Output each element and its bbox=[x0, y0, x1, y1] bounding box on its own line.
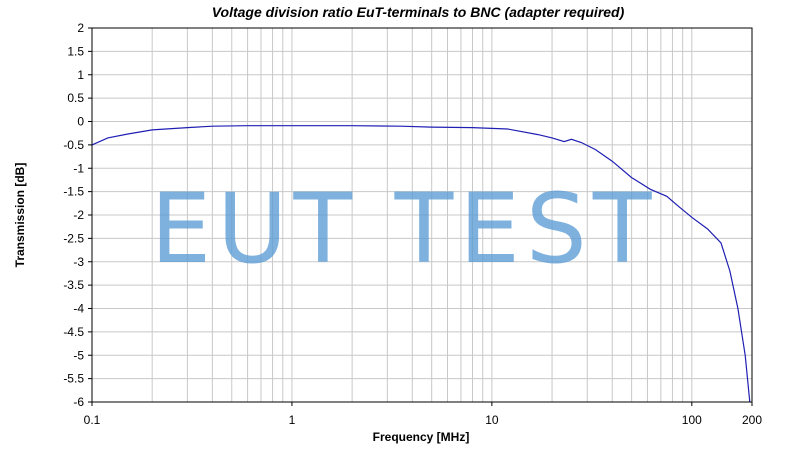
y-tick-label: -3 bbox=[73, 255, 84, 269]
x-tick-label: 200 bbox=[742, 413, 762, 427]
y-axis-ticks: 2 1.5 1 0.5 0 -0.5 -1 -1.5 -2 -2.5 -3 -3.5 -4 -4.5 -5 -… bbox=[63, 21, 92, 409]
y-tick-label: -4.5 bbox=[63, 325, 84, 339]
y-tick-label: -5 bbox=[73, 348, 84, 362]
chart-title: Voltage division ratio EuT-terminals to … bbox=[212, 4, 625, 20]
x-tick-label: 100 bbox=[682, 413, 702, 427]
y-tick-label: 0.5 bbox=[67, 91, 84, 105]
grid-lines bbox=[92, 28, 752, 402]
y-tick-label: -3.5 bbox=[63, 278, 84, 292]
x-tick-label: 0.1 bbox=[84, 413, 101, 427]
y-tick-label: -1.5 bbox=[63, 185, 84, 199]
y-tick-label: -0.5 bbox=[63, 138, 84, 152]
y-tick-label: 2 bbox=[77, 21, 84, 35]
y-tick-label: 0 bbox=[77, 115, 84, 129]
watermark: EUT TEST bbox=[151, 173, 658, 285]
x-axis-label: Frequency [MHz] bbox=[373, 430, 470, 444]
x-tick-label: 1 bbox=[289, 413, 296, 427]
plot-frame bbox=[91, 27, 753, 403]
y-tick-label: 1.5 bbox=[67, 44, 84, 58]
series-line bbox=[91, 125, 751, 403]
x-axis-ticks: 0.1 1 10 100 200 bbox=[84, 402, 762, 427]
y-tick-label: 1 bbox=[77, 68, 84, 82]
y-tick-label: -5.5 bbox=[63, 372, 84, 386]
y-tick-label: -2.5 bbox=[63, 231, 84, 245]
y-axis-label: Transmission [dB] bbox=[13, 163, 27, 268]
y-tick-label: -2 bbox=[73, 208, 84, 222]
y-tick-label: -4 bbox=[73, 302, 84, 316]
y-tick-label: -6 bbox=[73, 395, 84, 409]
x-tick-label: 10 bbox=[485, 413, 499, 427]
y-tick-label: -1 bbox=[73, 161, 84, 175]
